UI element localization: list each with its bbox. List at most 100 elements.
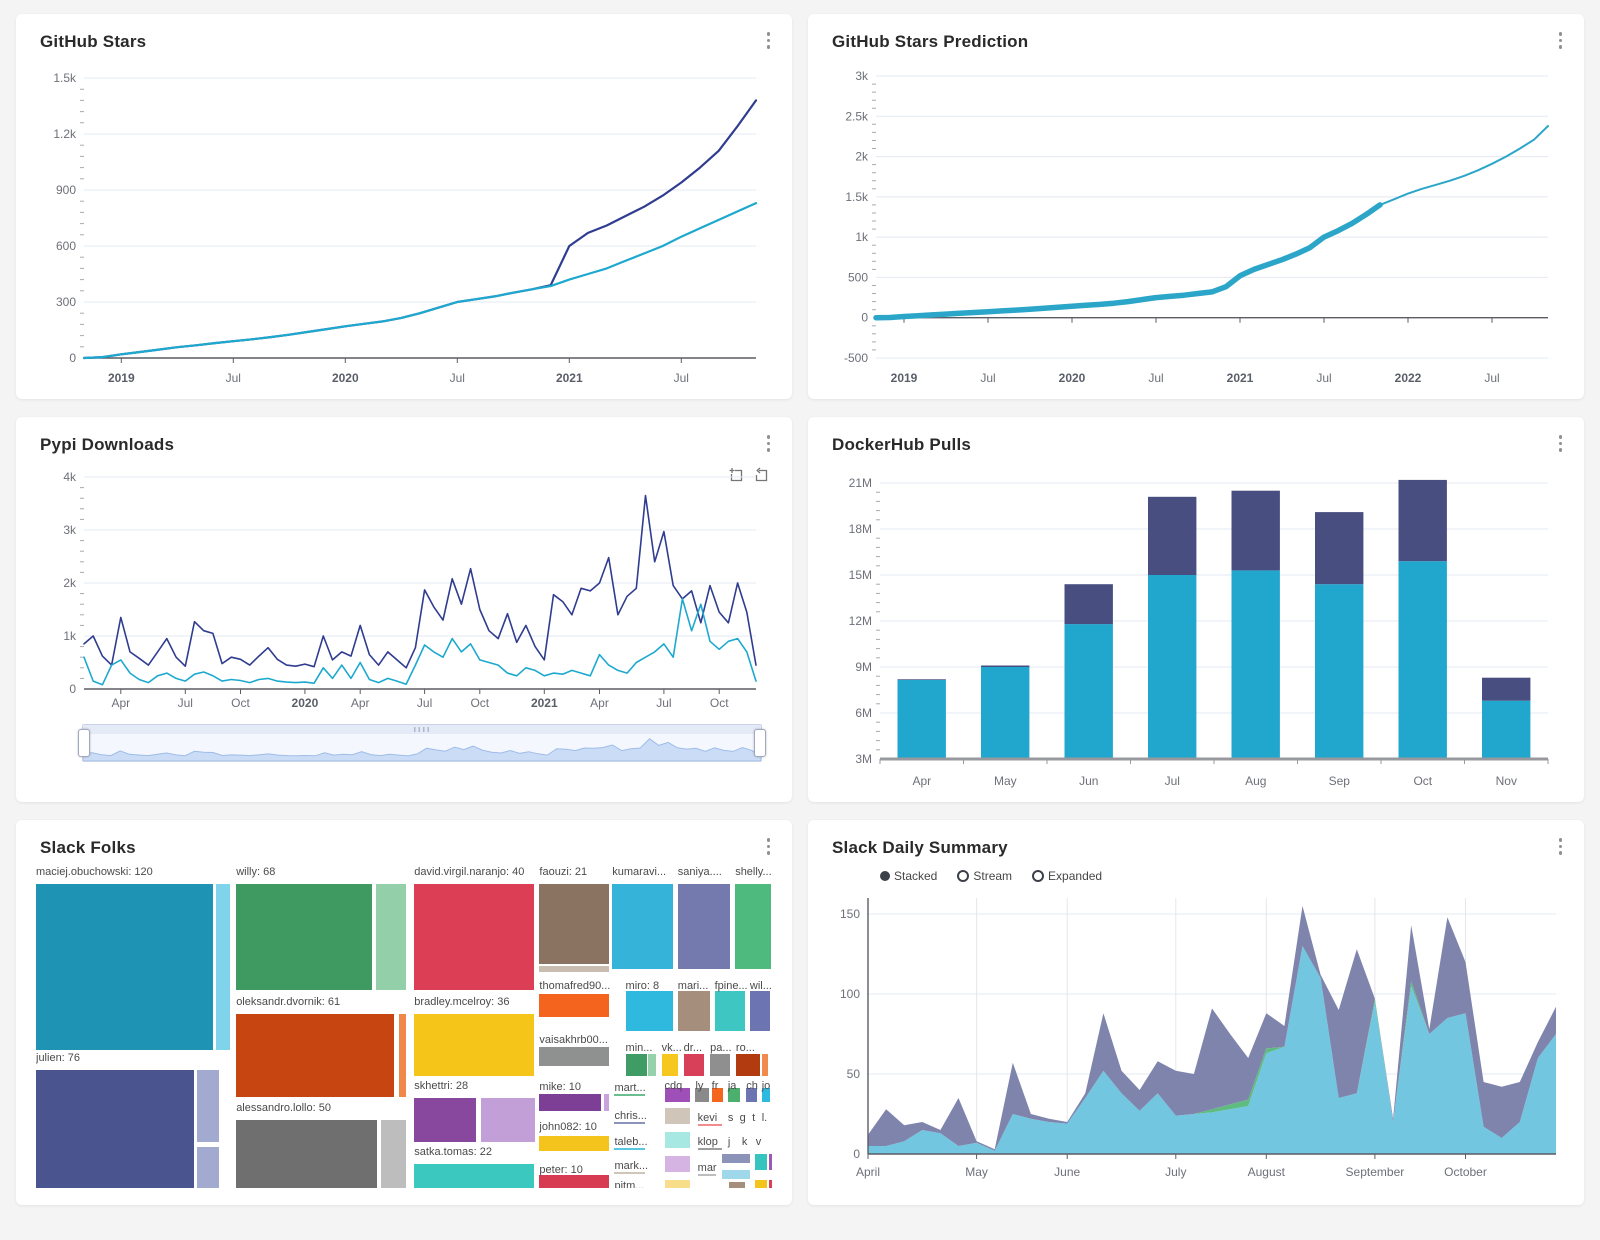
treemap-cell-underline[interactable] (614, 1093, 645, 1096)
bar-segment-pulls-base[interactable] (1231, 570, 1280, 759)
treemap-cell[interactable] (677, 990, 711, 1031)
bar-segment-pulls-base[interactable] (1315, 584, 1364, 759)
treemap-cell[interactable] (36, 884, 214, 1051)
legend-item-stacked[interactable]: Stacked (880, 869, 937, 883)
svg-text:18M: 18M (849, 522, 872, 536)
treemap-cell[interactable] (376, 884, 407, 990)
kebab-menu-icon[interactable] (763, 429, 775, 458)
treemap-cell-underline[interactable] (697, 1173, 717, 1176)
bar-segment-pulls-extra[interactable] (897, 679, 946, 680)
bar-segment-pulls-base[interactable] (981, 667, 1030, 759)
treemap-cell[interactable] (625, 1054, 647, 1076)
treemap-cell-underline[interactable] (614, 1121, 645, 1124)
treemap-cell[interactable] (625, 990, 673, 1031)
treemap-cell[interactable] (414, 1097, 477, 1142)
treemap-cell[interactable] (664, 1156, 690, 1173)
treemap-cell[interactable] (398, 1014, 407, 1098)
restore-icon[interactable] (753, 467, 768, 482)
treemap-cell[interactable] (746, 1087, 758, 1102)
treemap-cell[interactable] (36, 1070, 194, 1188)
treemap-cell[interactable] (236, 884, 372, 990)
datazoom-right-handle[interactable] (754, 729, 766, 757)
treemap-cell[interactable] (236, 1120, 377, 1188)
treemap-cell[interactable] (721, 1153, 750, 1163)
kebab-menu-icon[interactable] (1555, 429, 1567, 458)
treemap-cell[interactable] (197, 1147, 220, 1188)
treemap-cell[interactable] (648, 1054, 657, 1076)
treemap-cell[interactable] (236, 1014, 395, 1098)
treemap-cell[interactable] (664, 1087, 690, 1102)
treemap-cell[interactable] (711, 1087, 723, 1102)
bar-segment-pulls-base[interactable] (1064, 624, 1113, 759)
bar-segment-pulls-extra[interactable] (1064, 584, 1113, 625)
treemap-cell-underline[interactable] (614, 1171, 645, 1174)
series-stars-core (82, 202, 758, 360)
kebab-menu-icon[interactable] (1555, 26, 1567, 55)
treemap-cell[interactable] (539, 1093, 602, 1112)
treemap-cell-underline[interactable] (614, 1148, 645, 1151)
slack-daily-summary-chart: 0 50 100 150 April May June July August September… (824, 888, 1568, 1189)
panel-header: Pypi Downloads (32, 429, 776, 463)
treemap-cell-underline[interactable] (697, 1148, 722, 1151)
datazoom-left-handle[interactable] (78, 729, 90, 757)
treemap-cell[interactable] (539, 1175, 610, 1188)
treemap-cell-label: wil... (749, 979, 772, 992)
treemap-cell[interactable] (539, 1046, 610, 1066)
kebab-menu-icon[interactable] (763, 26, 775, 55)
treemap-cell[interactable] (381, 1120, 407, 1188)
treemap-cell[interactable] (749, 990, 770, 1031)
treemap-cell[interactable] (761, 1087, 770, 1102)
treemap-cell[interactable] (664, 1108, 690, 1125)
bar-segment-pulls-extra[interactable] (1231, 490, 1280, 571)
treemap-cell[interactable] (721, 1169, 750, 1179)
treemap-cell[interactable] (539, 966, 610, 973)
treemap-cell-underline[interactable] (697, 1123, 722, 1126)
bar-segment-pulls-extra[interactable] (1315, 512, 1364, 585)
legend-item-expanded[interactable]: Expanded (1032, 869, 1102, 883)
treemap-cell[interactable] (677, 884, 731, 970)
treemap-cell[interactable] (735, 884, 771, 970)
treemap-cell[interactable] (761, 1054, 768, 1076)
bar-segment-pulls-base[interactable] (1482, 700, 1531, 759)
treemap-cell[interactable] (755, 1153, 767, 1170)
treemap-cell[interactable] (480, 1097, 535, 1142)
kebab-menu-icon[interactable] (763, 832, 775, 861)
treemap-cell[interactable] (695, 1087, 709, 1102)
treemap-cell[interactable] (664, 1131, 690, 1149)
treemap-cell[interactable] (683, 1054, 704, 1076)
treemap-cell[interactable] (414, 1014, 535, 1077)
treemap-cell[interactable] (710, 1054, 731, 1076)
treemap-cell[interactable] (414, 884, 535, 990)
bar-segment-pulls-extra[interactable] (1148, 496, 1197, 575)
kebab-menu-icon[interactable] (1555, 832, 1567, 861)
treemap-cell[interactable] (216, 884, 231, 1051)
treemap-cell[interactable] (729, 1181, 746, 1188)
treemap-cell[interactable] (755, 1179, 767, 1188)
treemap-cell[interactable] (661, 1054, 678, 1076)
bar-segment-pulls-extra[interactable] (981, 665, 1030, 668)
svg-text:Apr: Apr (912, 774, 931, 788)
bar-segment-pulls-extra[interactable] (1398, 479, 1447, 562)
bar-segment-pulls-extra[interactable] (1482, 677, 1531, 701)
treemap-cell[interactable] (769, 1179, 772, 1188)
treemap-cell[interactable] (612, 884, 674, 970)
treemap-cell[interactable] (197, 1070, 220, 1143)
datazoom-slider[interactable] (78, 724, 766, 762)
bar-segment-pulls-base[interactable] (897, 680, 946, 759)
treemap-cell[interactable] (539, 994, 610, 1017)
treemap-cell[interactable] (539, 884, 610, 964)
bar-segment-pulls-base[interactable] (1148, 575, 1197, 759)
datazoom-grip-icon[interactable] (414, 727, 430, 732)
treemap-cell[interactable] (735, 1054, 761, 1076)
treemap-cell[interactable] (714, 990, 745, 1031)
treemap-cell[interactable] (414, 1163, 535, 1188)
treemap-cell[interactable] (539, 1136, 610, 1152)
bar-segment-pulls-base[interactable] (1398, 561, 1447, 759)
treemap-cell[interactable] (727, 1087, 740, 1102)
legend-item-stream[interactable]: Stream (957, 869, 1012, 883)
treemap-cell[interactable] (769, 1153, 772, 1170)
treemap-cell[interactable] (604, 1093, 610, 1112)
series-stars-all (82, 99, 758, 360)
treemap-cell[interactable] (664, 1179, 690, 1188)
data-zoom-select-icon[interactable] (728, 467, 743, 482)
